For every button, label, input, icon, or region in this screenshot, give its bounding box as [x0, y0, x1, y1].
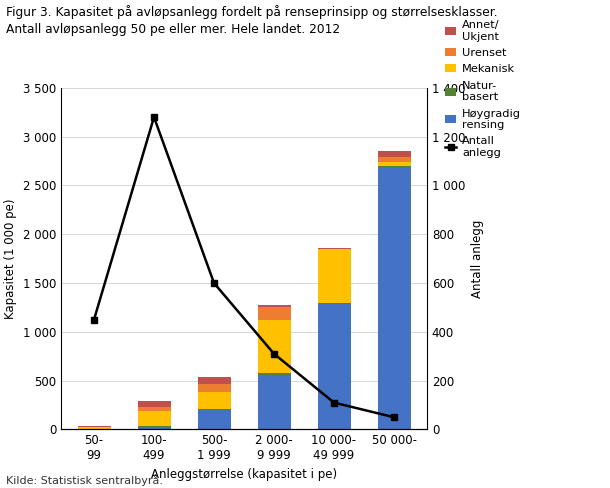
- Bar: [137, 426, 171, 427]
- Bar: [198, 392, 231, 409]
- Bar: [77, 426, 110, 427]
- Bar: [137, 407, 171, 411]
- Legend: Annet/
Ukjent, Urenset, Mekanisk, Natur-
basert, Høygradig
rensing, Antall
anleg: Annet/ Ukjent, Urenset, Mekanisk, Natur-…: [445, 20, 521, 158]
- Bar: [257, 320, 290, 373]
- Text: Kilde: Statistisk sentralbyrå.: Kilde: Statistisk sentralbyrå.: [6, 474, 163, 486]
- Bar: [378, 167, 411, 429]
- Bar: [257, 373, 290, 375]
- Bar: [317, 249, 351, 303]
- Bar: [198, 377, 231, 384]
- Bar: [137, 427, 171, 429]
- Bar: [137, 411, 171, 426]
- Bar: [378, 166, 411, 167]
- Bar: [378, 157, 411, 162]
- Bar: [378, 151, 411, 157]
- Bar: [317, 303, 351, 304]
- Bar: [198, 409, 231, 410]
- Bar: [257, 375, 290, 429]
- Text: Figur 3. Kapasitet på avløpsanlegg fordelt på renseprinsipp og størrelsesklasser: Figur 3. Kapasitet på avløpsanlegg forde…: [6, 5, 498, 36]
- Bar: [317, 304, 351, 429]
- Bar: [198, 410, 231, 429]
- Y-axis label: Antall anlegg: Antall anlegg: [471, 220, 484, 298]
- Bar: [137, 401, 171, 407]
- Bar: [77, 427, 110, 429]
- Y-axis label: Kapasitet (1 000 pe): Kapasitet (1 000 pe): [4, 199, 17, 319]
- Bar: [378, 162, 411, 166]
- Bar: [257, 307, 290, 320]
- X-axis label: Anleggstørrelse (kapasitet i pe): Anleggstørrelse (kapasitet i pe): [151, 468, 337, 481]
- Bar: [257, 305, 290, 307]
- Bar: [317, 248, 351, 249]
- Bar: [198, 384, 231, 392]
